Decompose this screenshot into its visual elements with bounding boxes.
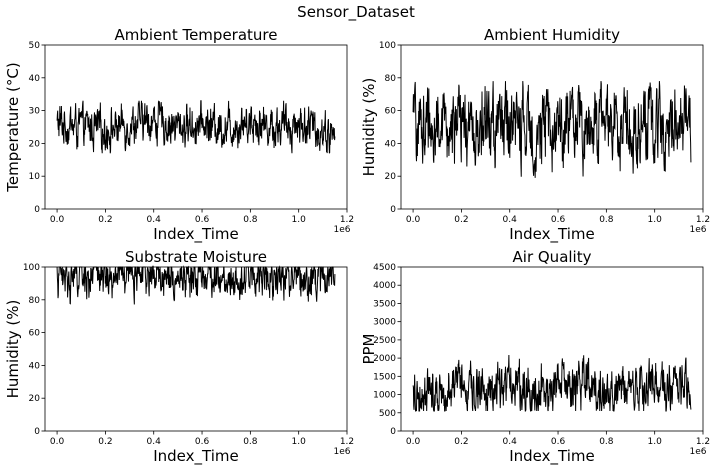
x-tick-label: 1.0 xyxy=(648,437,663,447)
x-tick-label: 0.4 xyxy=(503,437,518,447)
y-tick-label: 80 xyxy=(29,296,41,306)
y-tick-label: 1000 xyxy=(373,391,396,401)
x-tick-label: 0.0 xyxy=(406,215,421,225)
x-tick-label: 0.8 xyxy=(599,215,614,225)
y-tick-label: 40 xyxy=(29,361,41,371)
y-tick-label: 3500 xyxy=(373,299,396,309)
y-tick-label: 0 xyxy=(34,205,40,215)
plot-area-frame xyxy=(44,44,348,210)
x-axis-label: Index_Time xyxy=(153,447,239,466)
panel-4: 0.0 0.2 0.4 0.6 0.8 1.0 1.2 0 500 1000 1500 2000 250… xyxy=(360,248,710,466)
x-tick-label: 0.4 xyxy=(503,215,518,225)
x-tick-label: 0.8 xyxy=(599,437,614,447)
y-axis-label: Temperature (°C) xyxy=(4,62,22,192)
y-axis-label: Humidity (%) xyxy=(360,78,378,177)
x-offset-label: 1e6 xyxy=(690,447,707,457)
y-tick-label: 30 xyxy=(29,107,41,117)
x-tick-label: 0.6 xyxy=(551,215,566,225)
y-tick-label: 500 xyxy=(379,409,396,419)
y-tick-label: 20 xyxy=(385,172,397,182)
panel-2: 0.0 0.2 0.4 0.6 0.8 1.0 1.2 0 20 40 60 80 100 1e6 Ambi… xyxy=(360,26,710,244)
y-tick-label: 0 xyxy=(34,427,40,437)
x-tick-label: 0.0 xyxy=(50,437,65,447)
x-tick-label: 0.6 xyxy=(551,437,566,447)
y-tick-label: 80 xyxy=(385,74,397,84)
x-tick-label: 0.2 xyxy=(98,437,112,447)
y-tick-label: 2000 xyxy=(373,354,396,364)
y-axis-label: PPM xyxy=(360,333,378,364)
panel-title: Ambient Humidity xyxy=(484,26,620,44)
x-tick-label: 0.4 xyxy=(147,437,162,447)
series-line xyxy=(56,100,336,154)
x-offset-label: 1e6 xyxy=(334,447,351,457)
x-tick-label: 1.2 xyxy=(696,437,710,447)
x-axis-label: Index_Time xyxy=(153,225,239,244)
x-tick-label: 1.0 xyxy=(292,437,307,447)
series-line xyxy=(412,81,692,178)
y-tick-label: 20 xyxy=(29,139,41,149)
x-tick-label: 0.8 xyxy=(243,215,258,225)
y-tick-label: 40 xyxy=(29,74,41,84)
y-tick-label: 100 xyxy=(379,41,396,51)
figure-suptitle: Sensor_Dataset xyxy=(297,3,415,22)
y-tick-label: 10 xyxy=(29,172,41,182)
x-tick-label: 1.2 xyxy=(340,215,354,225)
y-tick-label: 100 xyxy=(23,263,40,273)
x-tick-label: 0.6 xyxy=(195,215,210,225)
x-tick-label: 0.6 xyxy=(195,437,210,447)
series-line xyxy=(412,355,692,412)
y-tick-label: 4000 xyxy=(373,281,396,291)
plot-area-frame xyxy=(400,266,704,432)
plot-area-frame xyxy=(44,266,348,432)
x-tick-label: 0.0 xyxy=(50,215,65,225)
panel-title: Air Quality xyxy=(513,248,592,266)
y-tick-label: 60 xyxy=(29,329,41,339)
x-tick-label: 1.0 xyxy=(292,215,307,225)
panel-title: Ambient Temperature xyxy=(115,26,278,44)
x-tick-label: 0.2 xyxy=(98,215,112,225)
y-tick-label: 60 xyxy=(385,107,397,117)
x-offset-label: 1e6 xyxy=(690,225,707,235)
x-tick-label: 0.2 xyxy=(454,437,468,447)
y-tick-label: 1500 xyxy=(373,372,396,382)
x-tick-label: 1.2 xyxy=(696,215,710,225)
y-tick-label: 4500 xyxy=(373,263,396,273)
y-axis-label: Humidity (%) xyxy=(4,300,22,399)
x-tick-label: 0.8 xyxy=(243,437,258,447)
plot-area-frame xyxy=(400,44,704,210)
x-tick-label: 0.2 xyxy=(454,215,468,225)
y-tick-label: 0 xyxy=(390,427,396,437)
panel-3: 0.0 0.2 0.4 0.6 0.8 1.0 1.2 0 20 40 60 80 100 1e6 Subs… xyxy=(4,248,354,466)
y-tick-label: 40 xyxy=(385,139,397,149)
x-axis-label: Index_Time xyxy=(509,225,595,244)
x-offset-label: 1e6 xyxy=(334,225,351,235)
panel-1: 0.0 0.2 0.4 0.6 0.8 1.0 1.2 0 10 20 30 40 50 1e6 Ambie… xyxy=(4,26,354,244)
x-tick-label: 0.4 xyxy=(147,215,162,225)
series-line xyxy=(56,265,336,305)
y-tick-label: 2500 xyxy=(373,336,396,346)
y-tick-label: 3000 xyxy=(373,318,396,328)
x-tick-label: 1.2 xyxy=(340,437,354,447)
x-tick-label: 1.0 xyxy=(648,215,663,225)
x-tick-label: 0.0 xyxy=(406,437,421,447)
y-tick-label: 20 xyxy=(29,394,41,404)
y-tick-label: 0 xyxy=(390,205,396,215)
x-axis-label: Index_Time xyxy=(509,447,595,466)
y-tick-label: 50 xyxy=(29,41,41,51)
panel-title: Substrate Moisture xyxy=(125,248,267,266)
